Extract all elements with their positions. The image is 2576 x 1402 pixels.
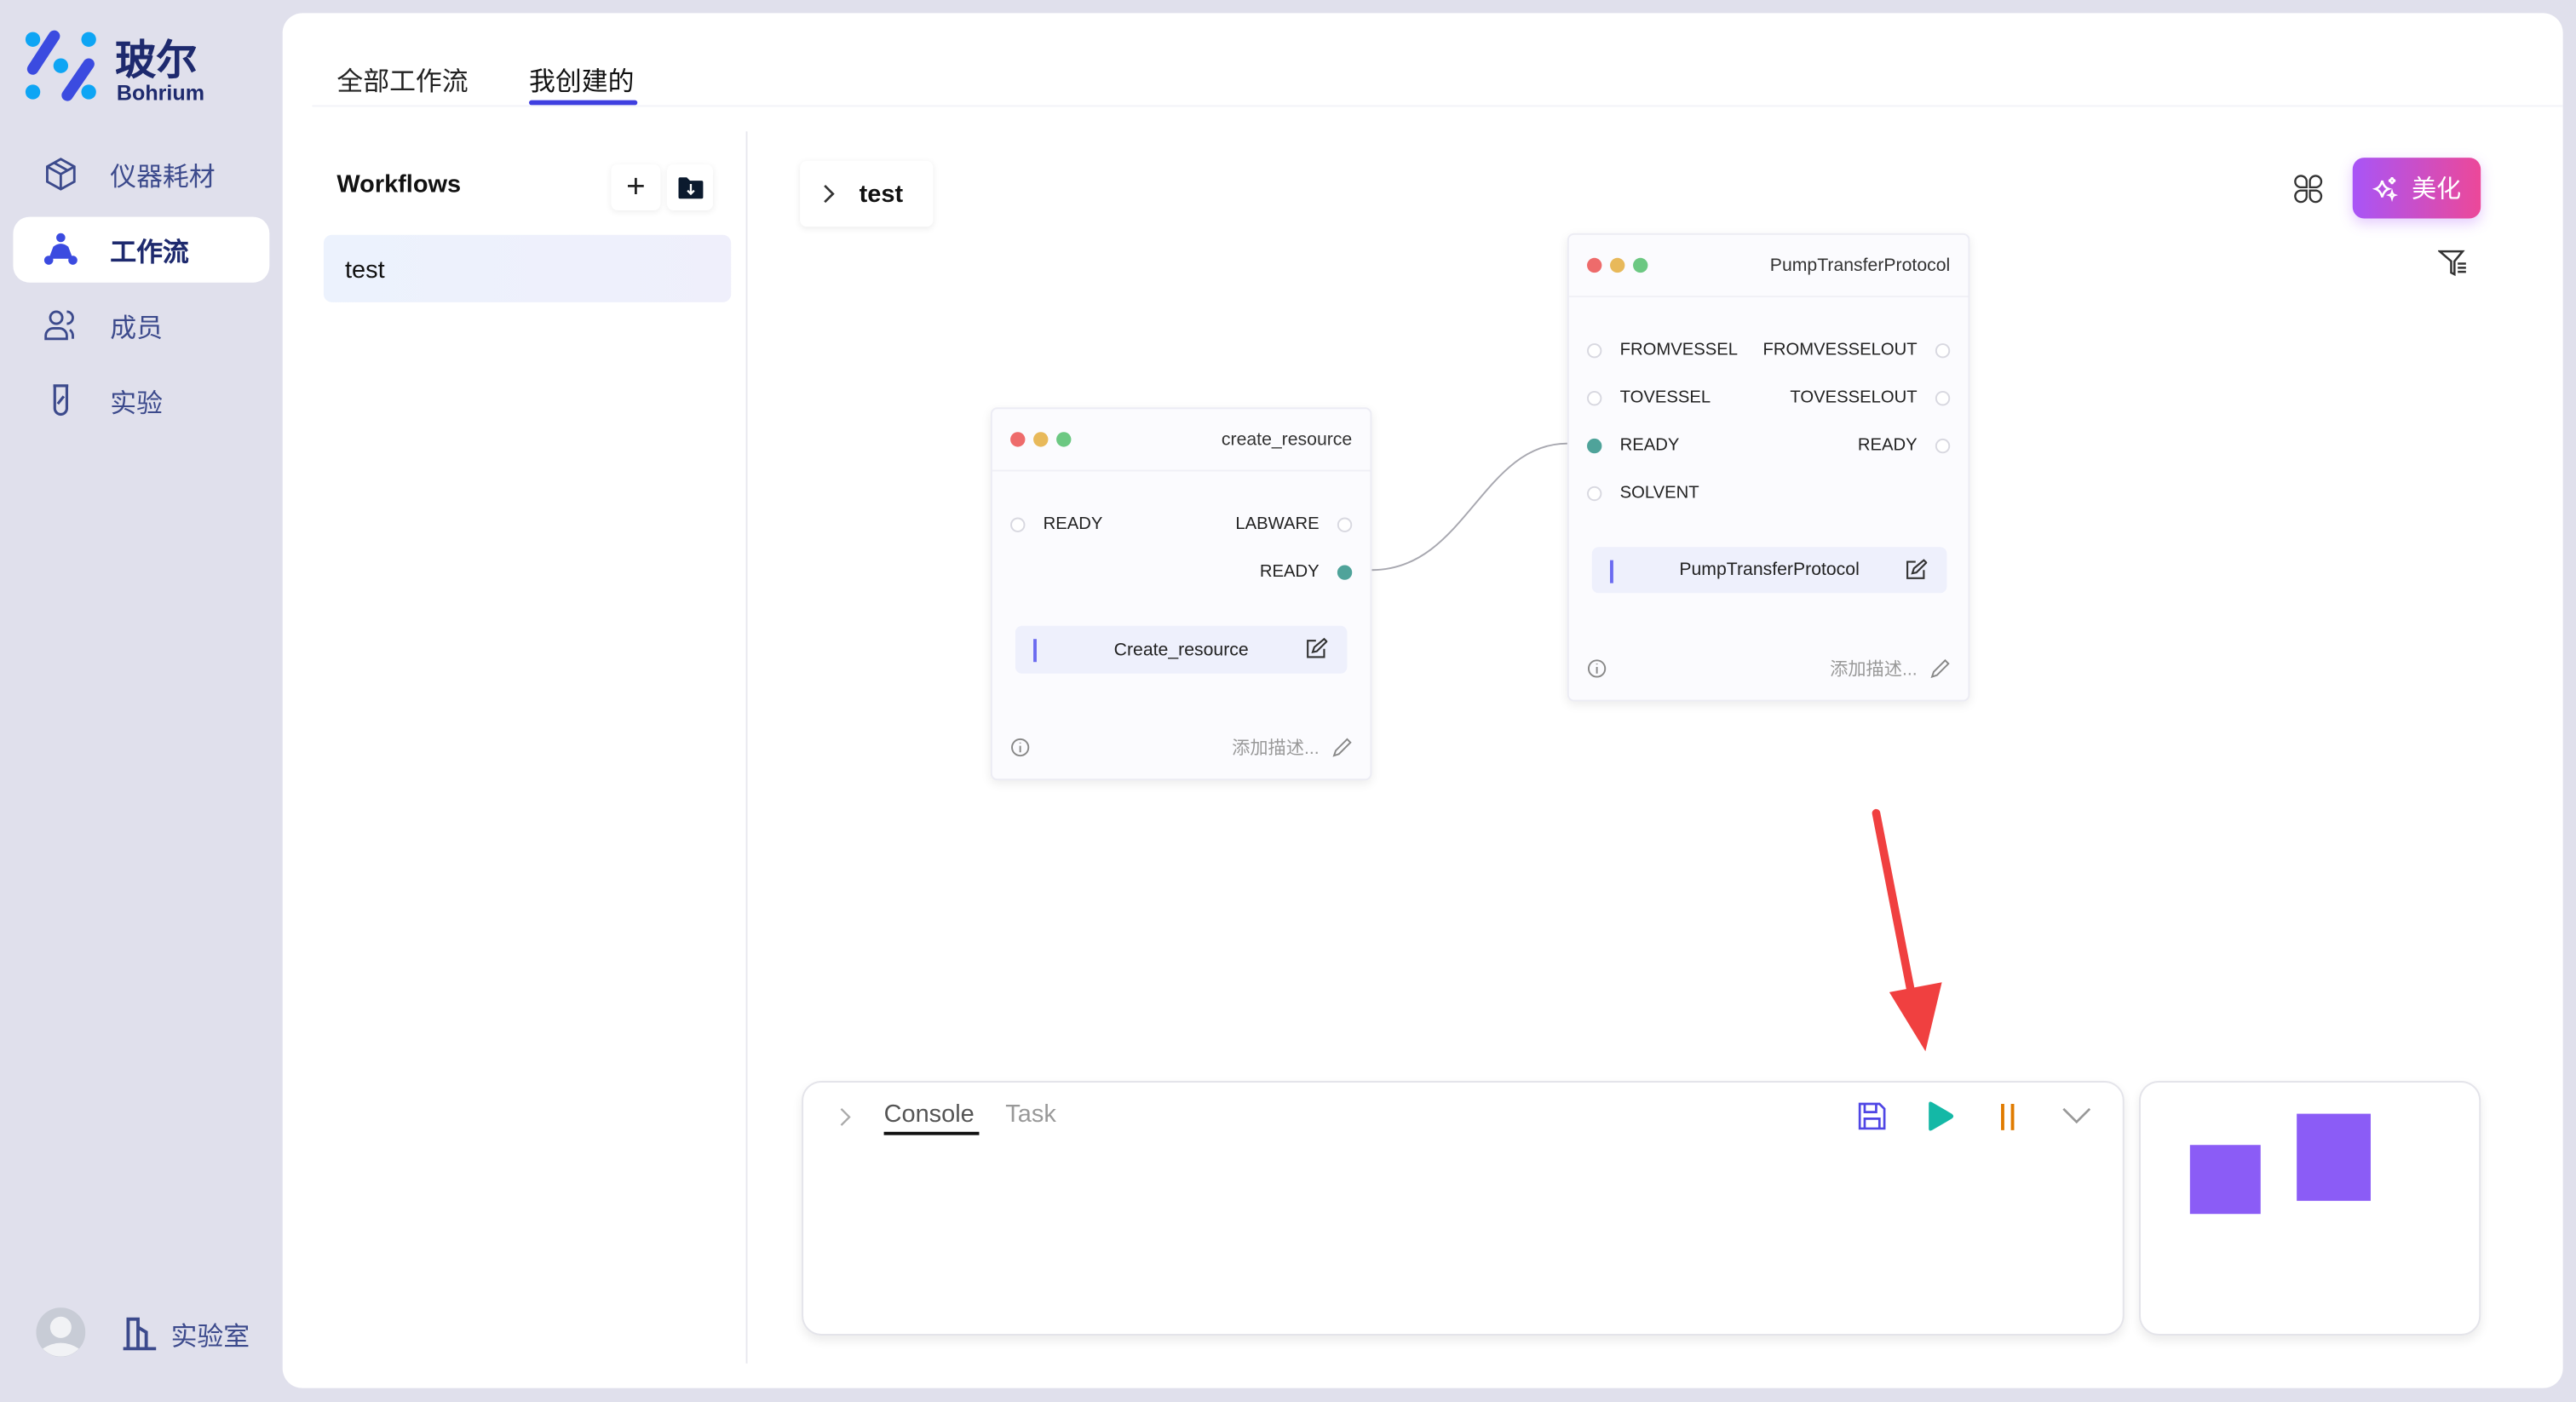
info-icon[interactable] xyxy=(1010,738,1030,757)
input-port[interactable] xyxy=(1587,390,1602,405)
lab-switcher[interactable]: 实验室 xyxy=(122,1314,250,1353)
output-port-connected[interactable] xyxy=(1337,564,1353,579)
breadcrumb-label: test xyxy=(859,180,904,208)
cube-icon xyxy=(46,158,76,191)
minimap-node xyxy=(2189,1145,2261,1215)
edit-icon[interactable] xyxy=(1304,637,1328,660)
panel-divider xyxy=(745,131,748,1364)
sparkle-icon xyxy=(2372,175,2399,202)
expand-chevron-icon[interactable] xyxy=(837,1106,853,1129)
breadcrumb[interactable]: test xyxy=(800,161,933,227)
pause-icon[interactable] xyxy=(1996,1102,2019,1132)
node-title: PumpTransferProtocol xyxy=(1769,255,1951,276)
workflow-edge xyxy=(1371,442,1942,1052)
input-port[interactable] xyxy=(1010,516,1026,531)
folder-download-icon xyxy=(677,177,703,199)
building-icon xyxy=(123,1317,157,1351)
add-description[interactable]: 添加描述... xyxy=(1830,656,1950,682)
close-dot-icon[interactable] xyxy=(1010,432,1026,447)
port-label: READY xyxy=(1259,561,1320,582)
avatar[interactable] xyxy=(36,1307,86,1358)
play-icon[interactable] xyxy=(1925,1100,1955,1132)
add-description[interactable]: 添加描述... xyxy=(1232,734,1352,761)
add-workflow-button[interactable]: + xyxy=(611,164,660,210)
sidebar-item-label: 工作流 xyxy=(110,239,189,268)
chevron-down-icon[interactable] xyxy=(2061,1106,2091,1125)
minimize-dot-icon[interactable] xyxy=(1610,257,1625,273)
brand-name-cn: 玻尔 xyxy=(115,37,198,84)
description-placeholder: 添加描述... xyxy=(1232,738,1320,760)
workflow-icon xyxy=(43,233,78,265)
workflow-node-create-resource[interactable]: create_resource READY LABWARE READY Crea… xyxy=(990,407,1372,781)
save-icon[interactable] xyxy=(1856,1100,1888,1132)
description-placeholder: 添加描述... xyxy=(1830,660,1918,681)
workflow-list-item[interactable]: test xyxy=(323,234,732,302)
output-port[interactable] xyxy=(1337,516,1353,531)
sidebar-item-workflow[interactable]: 工作流 xyxy=(13,216,270,283)
input-port-connected[interactable] xyxy=(1587,437,1602,453)
input-port[interactable] xyxy=(1587,485,1602,501)
close-dot-icon[interactable] xyxy=(1587,257,1602,273)
port-label: FROMVESSEL xyxy=(1619,340,1739,360)
sidebar-item-experiment[interactable]: 实验 xyxy=(13,368,269,434)
node-name-field[interactable]: PumpTransferProtocol xyxy=(1591,547,1947,594)
lab-label: 实验室 xyxy=(170,1324,250,1353)
test-tube-icon xyxy=(53,384,69,417)
output-port[interactable] xyxy=(1935,390,1951,405)
minimap[interactable] xyxy=(2139,1081,2481,1336)
plus-icon: + xyxy=(626,168,646,205)
input-port[interactable] xyxy=(1587,342,1602,358)
console-tab-indicator xyxy=(883,1131,980,1135)
filter-icon[interactable] xyxy=(2438,248,2468,278)
edit-icon[interactable] xyxy=(1904,559,1928,582)
output-port[interactable] xyxy=(1935,342,1951,358)
main-panel: 全部工作流 我创建的 Workflows + test test 美化 xyxy=(282,13,2563,1388)
beautify-label: 美化 xyxy=(2412,175,2462,204)
bohrium-logo-icon xyxy=(25,30,96,101)
annotation-arrow xyxy=(1872,808,1942,1052)
workflow-item-label: test xyxy=(345,256,385,284)
node-name-field[interactable]: Create_resource xyxy=(1015,625,1348,674)
sidebar-item-instruments[interactable]: 仪器耗材 xyxy=(13,141,269,207)
workflows-title: Workflows xyxy=(336,170,462,199)
tabs-divider xyxy=(312,105,2563,107)
tab-task[interactable]: Task xyxy=(1005,1100,1056,1129)
beautify-button[interactable]: 美化 xyxy=(2352,158,2481,219)
pencil-icon xyxy=(1930,658,1950,679)
port-label: SOLVENT xyxy=(1619,483,1699,503)
pencil-icon xyxy=(1332,738,1352,757)
info-icon[interactable] xyxy=(1587,658,1607,678)
port-label: LABWARE xyxy=(1235,514,1320,534)
port-label: READY xyxy=(1619,435,1680,456)
tab-console[interactable]: Console xyxy=(883,1100,975,1129)
sidebar-item-label: 实验 xyxy=(110,391,163,419)
import-workflow-button[interactable] xyxy=(667,164,713,210)
workflow-node-pump-transfer[interactable]: PumpTransferProtocol FROMVESSEL FROMVESS… xyxy=(1567,233,1970,702)
layout-grid-icon[interactable] xyxy=(2293,174,2323,204)
sidebar-item-label: 仪器耗材 xyxy=(110,164,216,192)
port-label: READY xyxy=(1043,514,1103,534)
maximize-dot-icon[interactable] xyxy=(1056,432,1072,447)
output-port[interactable] xyxy=(1935,437,1951,453)
node-name: PumpTransferProtocol xyxy=(1679,560,1860,580)
node-title: create_resource xyxy=(1221,429,1353,450)
node-name: Create_resource xyxy=(1113,640,1249,660)
tab-all-workflows[interactable]: 全部工作流 xyxy=(336,69,469,97)
sidebar-item-label: 成员 xyxy=(110,315,163,344)
port-label: READY xyxy=(1857,435,1918,456)
port-label: TOVESSELOUT xyxy=(1790,388,1918,408)
console-panel: Console Task xyxy=(802,1081,2125,1336)
members-icon xyxy=(44,310,74,341)
sidebar-item-members[interactable]: 成员 xyxy=(13,292,269,358)
active-tab-indicator xyxy=(529,100,638,106)
minimap-node xyxy=(2297,1113,2371,1201)
tab-my-created[interactable]: 我创建的 xyxy=(529,69,635,97)
minimize-dot-icon[interactable] xyxy=(1033,432,1049,447)
chevron-right-icon xyxy=(824,184,835,204)
maximize-dot-icon[interactable] xyxy=(1633,257,1648,273)
port-label: TOVESSEL xyxy=(1619,388,1711,408)
port-label: FROMVESSELOUT xyxy=(1762,340,1918,360)
brand-name-en: Bohrium xyxy=(116,80,205,106)
